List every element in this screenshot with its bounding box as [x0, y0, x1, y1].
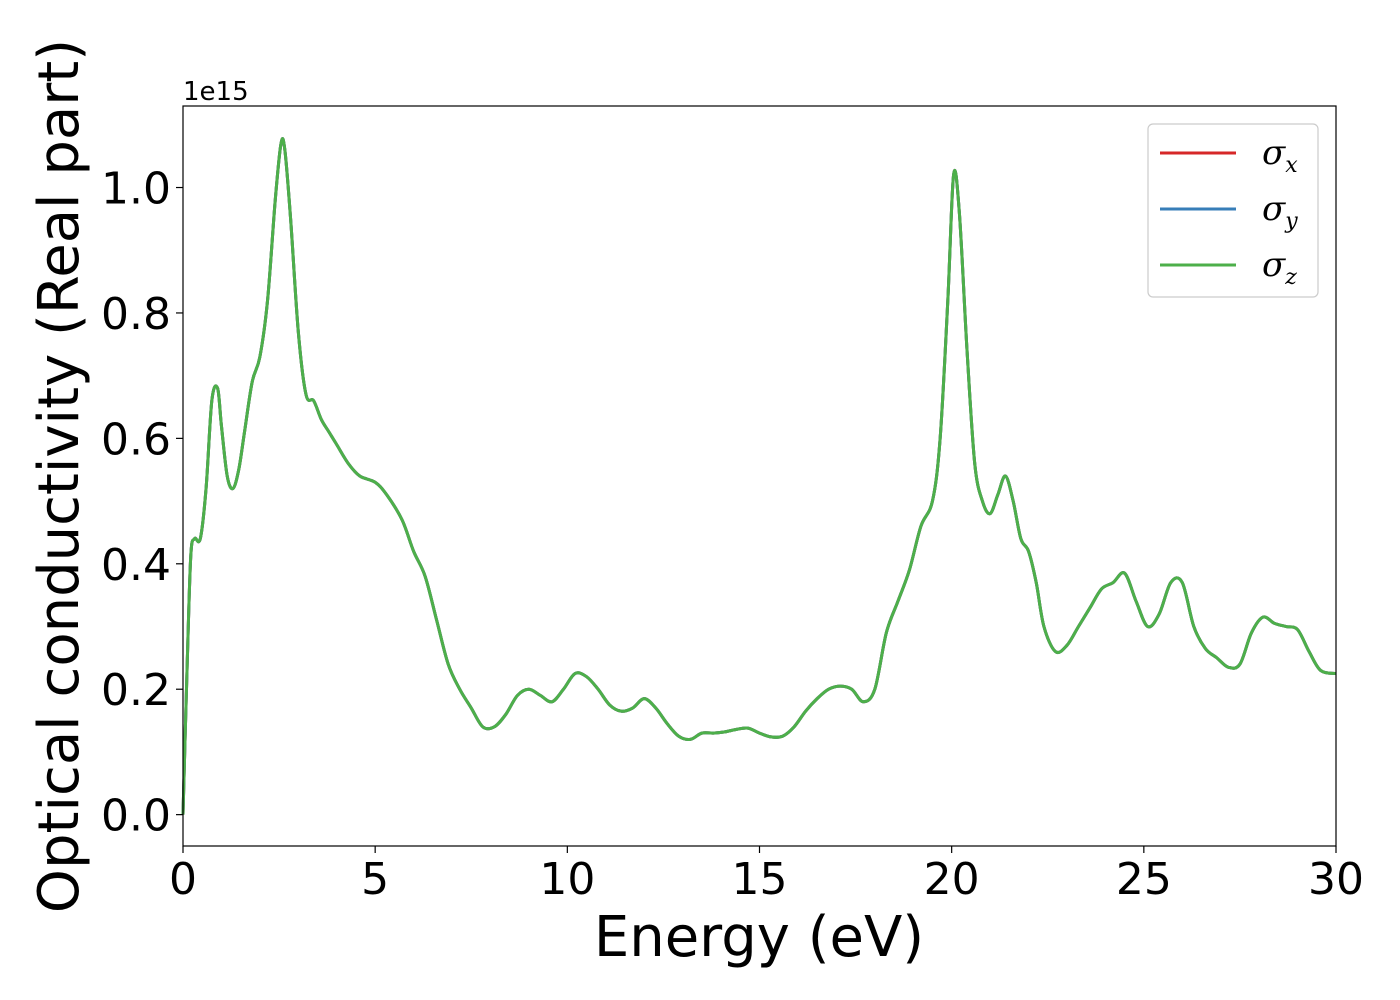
y-axis-label: Optical conductivity (Real part)	[27, 39, 92, 913]
y-tick-label: 0.8	[101, 289, 171, 340]
legend-label-base: σ	[1262, 133, 1286, 173]
legend-label-x: σx	[1262, 133, 1298, 178]
legend-label-base: σ	[1262, 189, 1286, 229]
x-axis-ticks: 0 5 10 15 20 25 30	[169, 846, 1364, 905]
x-tick-label: 10	[539, 854, 595, 905]
legend-label-subscript: x	[1285, 153, 1298, 178]
y-offset-label: 1e15	[183, 77, 249, 107]
y-tick-label: 0.4	[101, 540, 171, 591]
legend-label-z: σz	[1262, 245, 1297, 290]
plot-area	[183, 106, 1336, 846]
x-tick-label: 20	[924, 854, 980, 905]
y-tick-label: 1.0	[101, 164, 171, 215]
y-tick-label: 0.6	[101, 414, 171, 465]
series-layer	[181, 137, 1337, 815]
x-tick-label: 25	[1116, 854, 1172, 905]
series-line-z	[181, 137, 1337, 815]
y-tick-label: 0.0	[101, 791, 171, 842]
legend-label-subscript: z	[1284, 265, 1297, 290]
legend-label-base: σ	[1262, 245, 1286, 285]
legend-label-y: σy	[1262, 189, 1298, 234]
x-tick-label: 30	[1308, 854, 1364, 905]
legend-label-subscript: y	[1284, 209, 1298, 234]
x-tick-label: 15	[732, 854, 788, 905]
y-axis-ticks: 0.0 0.2 0.4 0.6 0.8 1.0	[101, 164, 183, 842]
x-axis-label: Energy (eV)	[594, 905, 924, 970]
x-tick-label: 5	[361, 854, 389, 905]
x-tick-label: 0	[169, 854, 197, 905]
y-tick-label: 0.2	[101, 665, 171, 716]
